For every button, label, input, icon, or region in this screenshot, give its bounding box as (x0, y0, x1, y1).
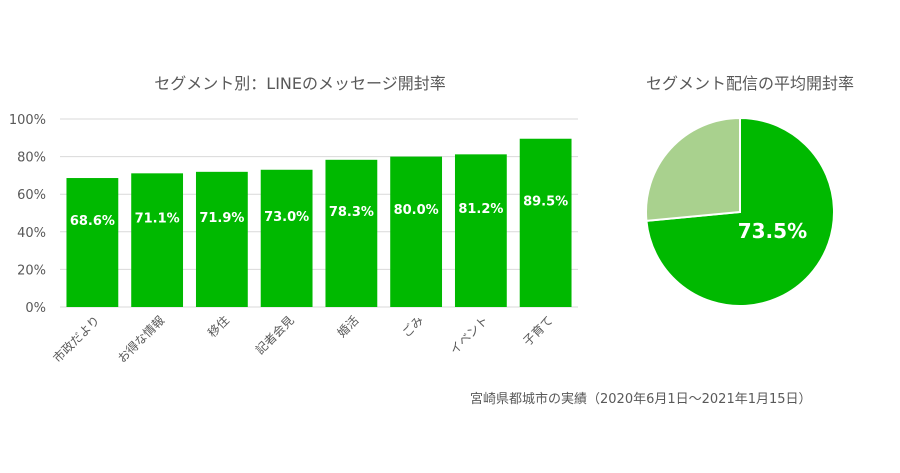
bar-chart: 0% 20% 40% 60% 80% 100% 68.6% 市政だより 71.1% お得な情報 71… (9, 113, 578, 366)
y-tick-label: 0% (25, 301, 46, 316)
x-category-label: お得な情報 (114, 313, 167, 366)
y-tick-label: 80% (17, 151, 46, 166)
bar-data-label: 71.1% (135, 212, 180, 227)
pie-chart-title: セグメント配信の平均開封率 (645, 74, 854, 93)
bar-data-label: 78.3% (329, 205, 374, 220)
bar-data-label: 71.9% (199, 211, 244, 226)
pie-slice (645, 116, 835, 307)
bar-data-label: 68.6% (70, 214, 115, 229)
y-tick-label: 40% (17, 226, 46, 241)
x-category-label: イベント (447, 313, 491, 357)
pie-slice (645, 116, 741, 222)
x-category-label: 婚活 (335, 313, 362, 340)
bar-data-label: 73.0% (264, 210, 309, 225)
bar (195, 171, 248, 307)
y-tick-label: 100% (9, 113, 46, 128)
y-tick-label: 20% (17, 263, 46, 278)
x-category-label: ごみ (399, 313, 427, 341)
bar-data-label: 81.2% (458, 202, 503, 217)
footnote: 宮崎県都城市の実績（2020年6月1日～2021年1月15日） (470, 392, 812, 407)
bar (454, 154, 507, 307)
bar (325, 159, 378, 307)
bar-chart-title: セグメント別：LINEのメッセージ開封率 (154, 74, 446, 93)
bar (131, 173, 184, 307)
x-category-label: 移住 (205, 313, 232, 340)
bar (390, 156, 443, 307)
y-tick-label: 60% (17, 188, 46, 203)
x-category-label: 記者会見 (252, 313, 297, 358)
bar (260, 169, 313, 307)
x-category-label: 市政だより (50, 313, 103, 366)
bar (519, 138, 572, 307)
bar (66, 178, 119, 307)
x-category-label: 子育て (520, 313, 556, 349)
bar-data-label: 89.5% (523, 194, 568, 209)
pie-data-label: 73.5% (738, 219, 807, 243)
bar-data-label: 80.0% (394, 203, 439, 218)
